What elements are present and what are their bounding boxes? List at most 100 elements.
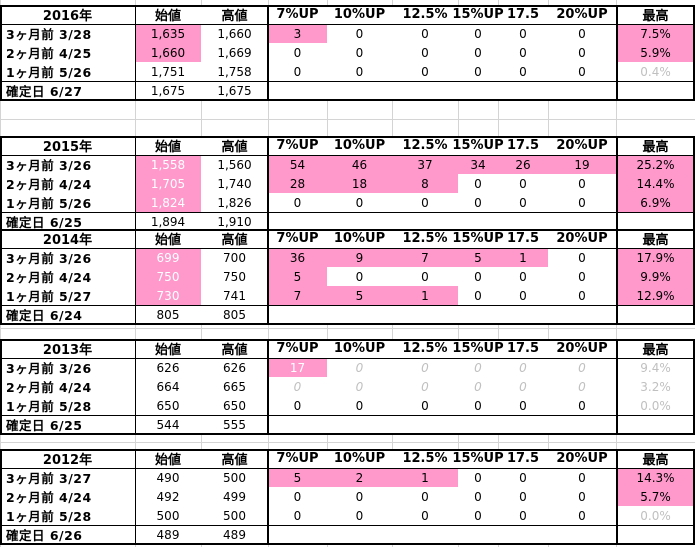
cell-c175[interactable]: 0	[519, 508, 527, 523]
cell-max[interactable]: 9.9%	[616, 267, 695, 286]
row-label[interactable]: 3ヶ月前 3/28	[6, 27, 92, 42]
cell-c175[interactable]: 0	[519, 195, 527, 210]
column-header[interactable]: 高値	[221, 233, 248, 248]
cell-c7[interactable]: 0	[293, 45, 302, 60]
cell-open[interactable]: 1,675	[150, 83, 186, 98]
column-header[interactable]: 20%UP	[556, 138, 608, 153]
row-label[interactable]: 2ヶ月前 4/24	[6, 380, 92, 395]
cell-c175[interactable]: 0	[519, 45, 527, 60]
row-label[interactable]: 3ヶ月前 3/26	[6, 158, 92, 173]
cell-c20[interactable]	[548, 305, 616, 324]
column-header[interactable]: 高値	[221, 453, 248, 468]
cell-c10[interactable]: 0	[355, 269, 364, 284]
cell-high[interactable]: 500	[223, 508, 246, 523]
column-header[interactable]: 高値	[221, 9, 248, 24]
cell-max[interactable]	[616, 415, 695, 434]
cell-max[interactable]: 5.9%	[616, 43, 695, 62]
cell-high[interactable]: 555	[223, 417, 246, 432]
cell-c15[interactable]: 0	[474, 26, 482, 41]
cell-max[interactable]: 5.7%	[616, 487, 695, 506]
cell-c125[interactable]: 37	[392, 155, 458, 174]
cell-c125[interactable]: 0	[421, 508, 429, 523]
cell-c15[interactable]: 5	[458, 248, 498, 267]
column-header[interactable]: 始値	[154, 233, 181, 248]
cell-c20[interactable]: 0	[578, 360, 586, 375]
column-header[interactable]: 17.5	[506, 138, 540, 153]
cell-c125[interactable]: 0	[421, 269, 429, 284]
cell-c175[interactable]: 0	[519, 379, 527, 394]
cell-open[interactable]: 1,894	[150, 214, 186, 229]
cell-c125[interactable]: 0	[421, 64, 429, 79]
column-header[interactable]: 15%UP	[452, 231, 504, 246]
cell-max[interactable]: 6.9%	[616, 193, 695, 212]
cell-c20[interactable]: 0	[578, 379, 586, 394]
cell-c125[interactable]	[392, 415, 458, 434]
column-header[interactable]: 10%UP	[333, 231, 386, 246]
column-header[interactable]: 10%UP	[333, 138, 386, 153]
cell-c175[interactable]	[498, 525, 548, 544]
cell-c7[interactable]: 7	[268, 286, 327, 305]
cell-open[interactable]: 1,660	[135, 43, 201, 62]
cell-open[interactable]: 1,824	[135, 193, 201, 212]
cell-c20[interactable]: 0	[578, 269, 586, 284]
cell-high[interactable]: 626	[223, 360, 246, 375]
cell-max[interactable]: 0.0%	[640, 398, 671, 413]
cell-open[interactable]: 492	[156, 489, 180, 504]
cell-open[interactable]: 1,635	[135, 24, 201, 43]
cell-high[interactable]: 1,669	[217, 45, 252, 60]
cell-c15[interactable]: 0	[474, 489, 482, 504]
row-label[interactable]: 3ヶ月前 3/27	[6, 471, 92, 486]
cell-c7[interactable]: 0	[293, 508, 302, 523]
cell-max[interactable]: 14.3%	[616, 468, 695, 487]
cell-c20[interactable]: 0	[578, 176, 586, 191]
cell-c15[interactable]: 0	[474, 379, 482, 394]
cell-max[interactable]: 17.9%	[616, 248, 695, 267]
column-header[interactable]: 15%UP	[452, 341, 504, 356]
column-header[interactable]: 最高	[642, 343, 669, 358]
cell-c175[interactable]: 0	[519, 176, 527, 191]
cell-c10[interactable]: 0	[355, 360, 364, 375]
cell-c175[interactable]: 0	[519, 64, 527, 79]
cell-c7[interactable]: 5	[268, 267, 327, 286]
cell-c10[interactable]: 0	[355, 195, 364, 210]
column-header[interactable]: 17.5	[506, 451, 540, 466]
column-header[interactable]: 10%UP	[333, 451, 386, 466]
cell-c125[interactable]: 7	[392, 248, 458, 267]
year-label[interactable]: 2012年	[42, 453, 93, 468]
cell-high[interactable]: 1,560	[217, 157, 252, 172]
column-header[interactable]: 12.5%	[402, 7, 448, 22]
cell-c125[interactable]: 0	[421, 379, 429, 394]
cell-c10[interactable]	[327, 415, 392, 434]
cell-c7[interactable]	[268, 525, 327, 544]
cell-c15[interactable]	[458, 525, 498, 544]
row-label[interactable]: 2ヶ月前 4/24	[6, 177, 92, 192]
cell-c125[interactable]: 0	[421, 360, 429, 375]
cell-c7[interactable]: 0	[293, 398, 302, 413]
cell-open[interactable]: 805	[156, 307, 180, 322]
cell-c175[interactable]: 0	[519, 360, 527, 375]
cell-max[interactable]	[616, 525, 695, 544]
cell-c10[interactable]: 0	[355, 379, 364, 394]
cell-high[interactable]: 741	[223, 288, 246, 303]
cell-c15[interactable]: 0	[474, 360, 482, 375]
cell-open[interactable]: 490	[156, 470, 180, 485]
cell-high[interactable]: 1,660	[217, 26, 252, 41]
cell-open[interactable]: 750	[135, 267, 201, 286]
column-header[interactable]: 始値	[154, 140, 181, 155]
row-label[interactable]: 1ヶ月前 5/26	[6, 196, 92, 211]
cell-c10[interactable]: 2	[327, 468, 392, 487]
cell-high[interactable]: 489	[223, 527, 246, 542]
column-header[interactable]: 7%UP	[276, 341, 319, 356]
cell-c7[interactable]	[268, 81, 327, 100]
cell-c20[interactable]: 0	[578, 288, 586, 303]
cell-c20[interactable]: 0	[578, 195, 586, 210]
column-header[interactable]: 最高	[642, 233, 669, 248]
cell-high[interactable]: 1,826	[217, 195, 252, 210]
cell-c7[interactable]	[268, 415, 327, 434]
cell-max[interactable]: 7.5%	[616, 24, 695, 43]
cell-max[interactable]: 0.0%	[640, 508, 671, 523]
cell-c125[interactable]	[392, 305, 458, 324]
column-header[interactable]: 12.5%	[402, 341, 448, 356]
cell-c15[interactable]: 0	[474, 64, 482, 79]
